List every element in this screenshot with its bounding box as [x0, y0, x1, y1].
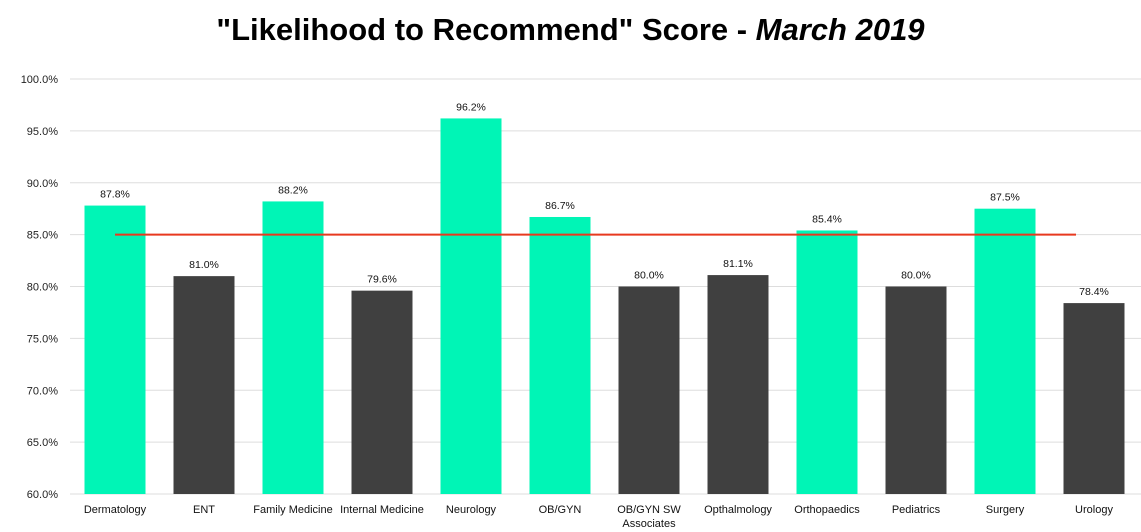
x-axis: Dermatology ENT Family Medicine Internal Me…: [84, 504, 1114, 530]
y-tick-label: 65.0%: [27, 437, 58, 449]
data-label: 81.0%: [189, 259, 219, 271]
bar: [974, 208, 1036, 494]
category-label: Neurology: [446, 504, 497, 516]
y-tick-label: 95.0%: [27, 126, 58, 138]
bar: [84, 205, 146, 494]
data-label: 87.5%: [990, 192, 1020, 204]
chart-title-main: "Likelihood to Recommend" Score -: [216, 12, 756, 47]
bar: [262, 201, 324, 495]
data-label: 85.4%: [812, 213, 842, 225]
bar: [173, 276, 235, 494]
y-axis: 60.0% 65.0% 70.0% 75.0% 80.0% 85.0% 90.0% 95.0%…: [21, 74, 59, 501]
category-label: OB/GYN SW: [617, 504, 681, 516]
chart-title-date: March 2019: [755, 12, 925, 47]
y-tick-label: 60.0%: [27, 489, 58, 501]
category-label: Surgery: [986, 504, 1025, 516]
category-label: Internal Medicine: [340, 504, 424, 516]
y-tick-label: 100.0%: [21, 74, 59, 86]
category-label: Associates: [622, 518, 676, 530]
bar: [618, 286, 680, 494]
data-label: 81.1%: [723, 258, 753, 270]
y-tick-label: 85.0%: [27, 230, 58, 242]
data-labels: 87.8% 81.0% 88.2% 79.6% 96.2% 86.7% 80.0% 81.1%…: [100, 101, 1109, 298]
data-label: 96.2%: [456, 101, 486, 113]
chart-title: "Likelihood to Recommend" Score - March …: [0, 12, 1141, 48]
y-tick-label: 90.0%: [27, 178, 58, 190]
bar: [1063, 303, 1125, 494]
category-label: Pediatrics: [892, 504, 941, 516]
category-label: Family Medicine: [253, 504, 332, 516]
bar: [351, 290, 413, 494]
y-tick-label: 70.0%: [27, 385, 58, 397]
bar: [796, 230, 858, 494]
bar: [440, 118, 502, 495]
bar: [707, 275, 769, 494]
category-label: Dermatology: [84, 504, 147, 516]
category-label: Opthalmology: [704, 504, 772, 516]
data-label: 87.8%: [100, 189, 130, 201]
data-label: 88.2%: [278, 184, 308, 196]
category-label: OB/GYN: [539, 504, 582, 516]
y-tick-label: 80.0%: [27, 282, 58, 294]
category-label: Orthopaedics: [794, 504, 860, 516]
bar: [529, 216, 591, 495]
data-label: 78.4%: [1079, 286, 1109, 298]
bars: [84, 118, 1125, 495]
data-label: 79.6%: [367, 274, 397, 286]
bar: [885, 286, 947, 494]
category-label: ENT: [193, 504, 215, 516]
data-label: 80.0%: [634, 270, 664, 282]
y-tick-label: 75.0%: [27, 333, 58, 345]
data-label: 80.0%: [901, 270, 931, 282]
data-label: 86.7%: [545, 200, 575, 212]
category-label: Urology: [1075, 504, 1113, 516]
